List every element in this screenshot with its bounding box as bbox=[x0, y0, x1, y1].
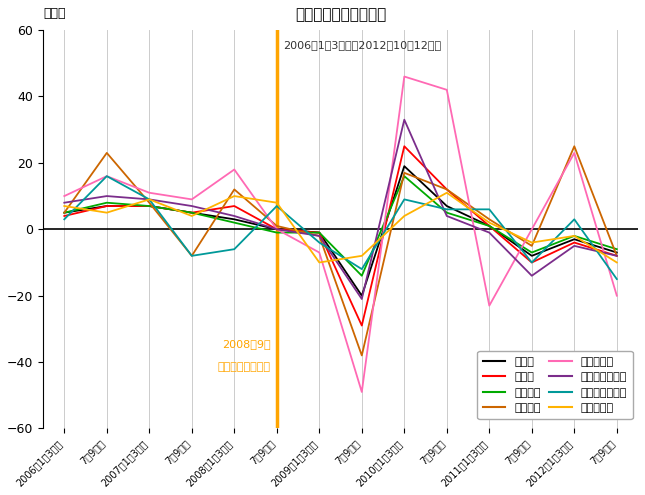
Text: （％）: （％） bbox=[43, 7, 66, 20]
Legend: 全産業, 製造業, 非製造業, 金属製品, 輸送用機械, 卸売業、小売業, 運輸業、郵便業, サービス業: 全産業, 製造業, 非製造業, 金属製品, 輸送用機械, 卸売業、小売業, 運輸… bbox=[477, 351, 633, 419]
Title: 売上高（前年同期比）: 売上高（前年同期比） bbox=[295, 7, 386, 22]
Text: リーマンショック: リーマンショック bbox=[217, 362, 270, 372]
Text: 2006年1～3月期～2012年10～12月期: 2006年1～3月期～2012年10～12月期 bbox=[283, 40, 441, 50]
Text: 2008年9月: 2008年9月 bbox=[222, 339, 270, 349]
